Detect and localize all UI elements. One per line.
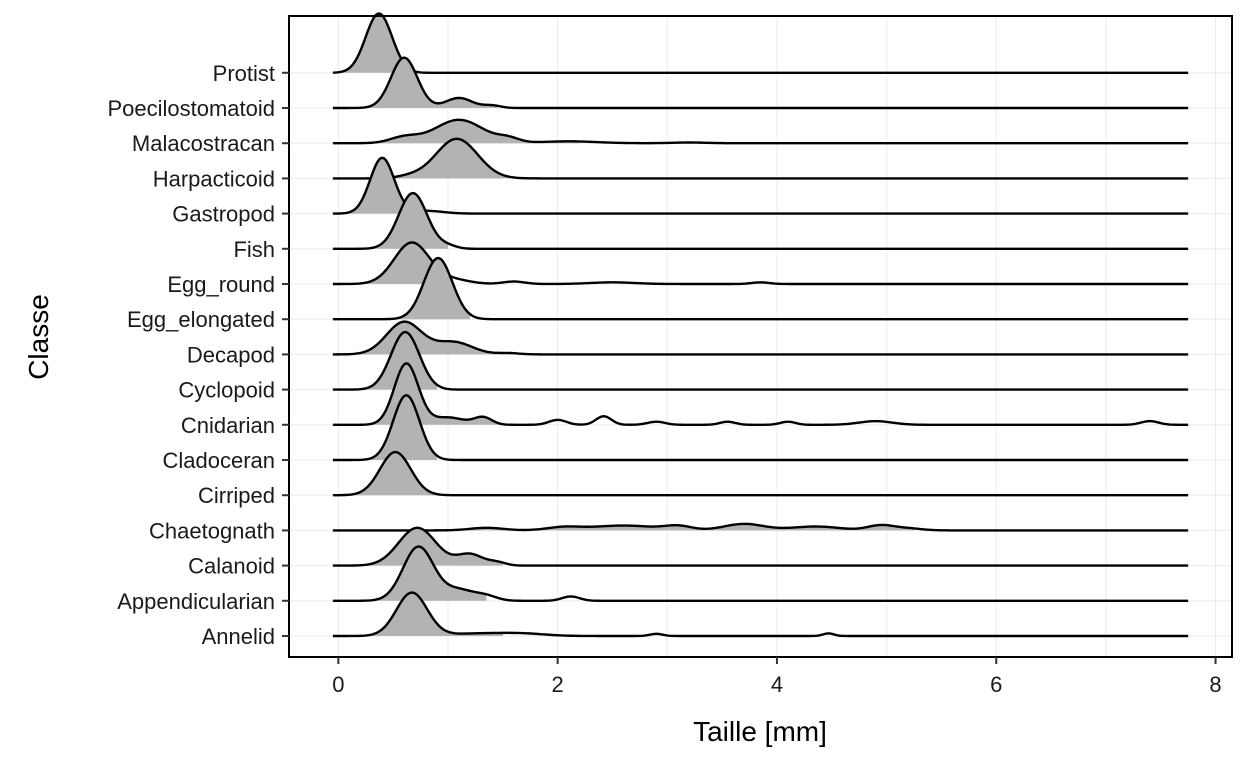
- ridge-annelid: [332, 591, 1189, 638]
- ridge-egg_round: [332, 241, 1189, 286]
- ridge-line: [332, 330, 1189, 391]
- ridge-fish: [332, 191, 1189, 250]
- ridge-fill: [332, 258, 470, 320]
- ridge-poecilostomatoid: [332, 56, 1189, 110]
- ridge-decapod: [332, 320, 1189, 356]
- y-tick-label: Gastropod: [172, 202, 275, 227]
- ridge-fill: [332, 363, 503, 425]
- ridge-fill: [332, 57, 498, 108]
- panel-border: [288, 15, 1233, 658]
- x-axis-title: Taille [mm]: [693, 716, 827, 747]
- y-tick-label: Poecilostomatoid: [107, 96, 275, 121]
- y-tick-label: Fish: [233, 237, 275, 262]
- ridge-cladoceran: [332, 394, 1189, 462]
- ridge-fill: [332, 157, 416, 214]
- ridge-line: [332, 545, 1189, 602]
- ridge-cirriped: [332, 450, 1189, 497]
- y-tick-label: Cirriped: [198, 483, 275, 508]
- ridge-line: [332, 118, 1189, 145]
- y-tick-label: Calanoid: [188, 554, 275, 579]
- y-tick-label: Malacostracan: [132, 131, 275, 156]
- x-tick-label: 8: [1209, 672, 1221, 697]
- y-tick-label: Protist: [213, 61, 275, 86]
- ridge-line: [332, 156, 1189, 215]
- ridge-line: [332, 241, 1189, 286]
- ridges-layer: [332, 12, 1189, 638]
- x-axis: 0 2 4 6 8: [332, 657, 1222, 697]
- ridge-line: [332, 256, 1189, 321]
- y-axis: Annelid Appendicularian Calanoid Chaetognat…: [107, 61, 289, 649]
- ridge-fill: [332, 592, 503, 636]
- y-tick-label: Annelid: [202, 624, 275, 649]
- x-tick-label: 4: [771, 672, 783, 697]
- ridge-fill: [332, 13, 416, 73]
- ridge-chaetognath: [332, 522, 1189, 532]
- ridge-fill: [332, 395, 438, 460]
- y-tick-label: Appendicularian: [117, 589, 275, 614]
- ridge-malacostracan: [332, 118, 1189, 145]
- y-tick-label: Cladoceran: [162, 448, 275, 473]
- x-tick-label: 0: [332, 672, 344, 697]
- ridge-line: [332, 362, 1189, 426]
- y-tick-label: Decapod: [187, 342, 275, 367]
- ridge-gastropod: [332, 156, 1189, 215]
- ridge-line: [332, 450, 1189, 497]
- y-axis-title: Classe: [23, 294, 54, 380]
- ridge-line: [332, 526, 1189, 567]
- ridge-line: [332, 137, 1189, 180]
- ridge-line: [332, 191, 1189, 250]
- y-tick-label: Cnidarian: [181, 413, 275, 438]
- ridge-line: [332, 522, 1189, 532]
- ridge-fill: [332, 242, 443, 284]
- ridge-line: [332, 394, 1189, 462]
- ridge-fill: [332, 546, 487, 601]
- ridge-line: [332, 56, 1189, 110]
- x-tick-label: 6: [990, 672, 1002, 697]
- ridge-appendicularian: [332, 545, 1189, 602]
- y-tick-label: Harpacticoid: [153, 166, 275, 191]
- ridge-line: [332, 591, 1189, 638]
- ridge-egg_elongated: [332, 256, 1189, 321]
- ridge-fill: [332, 452, 443, 496]
- ridge-harpacticoid: [332, 137, 1189, 180]
- ridge-line: [332, 12, 1189, 74]
- ridge-protist: [332, 12, 1189, 74]
- ridge-cnidarian: [332, 362, 1189, 426]
- ridge-line: [332, 320, 1189, 356]
- y-tick-label: Egg_round: [167, 272, 275, 297]
- y-tick-label: Cyclopoid: [178, 378, 275, 403]
- ridge-fill: [332, 193, 448, 249]
- x-tick-label: 2: [552, 672, 564, 697]
- ridge-fill: [332, 119, 580, 144]
- y-tick-label: Chaetognath: [149, 518, 275, 543]
- y-tick-label: Egg_elongated: [127, 307, 275, 332]
- ridge-fill: [332, 138, 509, 179]
